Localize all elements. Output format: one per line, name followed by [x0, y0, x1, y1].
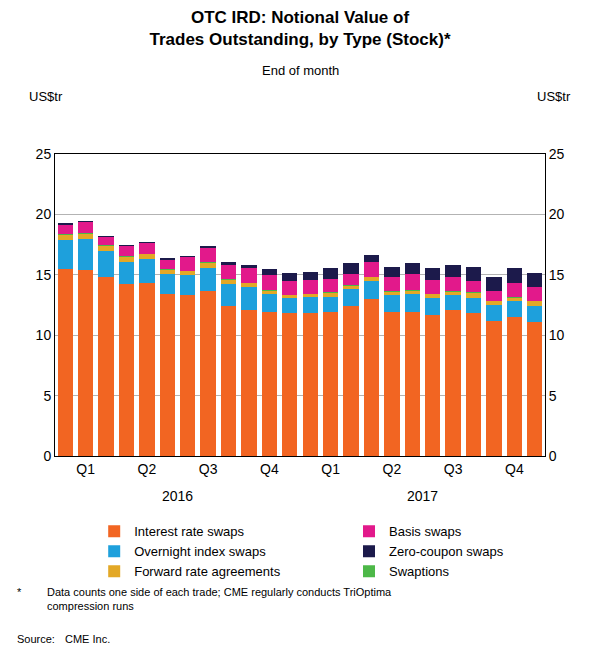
svg-text:15: 15	[36, 267, 52, 283]
svg-text:Q1: Q1	[321, 461, 340, 477]
svg-text:Q1: Q1	[76, 461, 95, 477]
svg-text:CME Inc.: CME Inc.	[65, 633, 110, 645]
svg-text:20: 20	[549, 206, 565, 222]
svg-text:Q3: Q3	[199, 461, 218, 477]
svg-text:Forward rate agreements: Forward rate agreements	[134, 564, 280, 579]
svg-text:Overnight index swaps: Overnight index swaps	[134, 544, 266, 559]
svg-text:2017: 2017	[407, 488, 438, 504]
svg-text:0: 0	[43, 448, 51, 464]
svg-text:Basis swaps: Basis swaps	[389, 524, 462, 539]
svg-text:Source:: Source:	[17, 633, 55, 645]
svg-text:2016: 2016	[162, 488, 193, 504]
svg-text:Zero-coupon swaps: Zero-coupon swaps	[389, 544, 504, 559]
svg-text:Q4: Q4	[505, 461, 524, 477]
svg-text:10: 10	[36, 327, 52, 343]
svg-text:10: 10	[549, 327, 565, 343]
svg-text:*: *	[17, 586, 22, 598]
svg-text:Q2: Q2	[138, 461, 157, 477]
svg-text:US$tr: US$tr	[29, 89, 63, 104]
svg-text:OTC IRD: Notional Value ofTrad: OTC IRD: Notional Value ofTrades Outstan…	[149, 8, 450, 49]
svg-text:Q3: Q3	[444, 461, 463, 477]
svg-text:15: 15	[549, 267, 565, 283]
svg-text:Interest rate swaps: Interest rate swaps	[134, 524, 244, 539]
svg-text:5: 5	[43, 388, 51, 404]
svg-text:Data counts one side of each t: Data counts one side of each trade; CME …	[47, 586, 392, 612]
svg-text:Q2: Q2	[383, 461, 402, 477]
svg-text:End of month: End of month	[262, 63, 339, 78]
svg-text:Q4: Q4	[260, 461, 279, 477]
svg-text:Swaptions: Swaptions	[389, 564, 449, 579]
svg-text:US$tr: US$tr	[537, 89, 571, 104]
svg-text:25: 25	[36, 146, 52, 162]
svg-text:0: 0	[549, 448, 557, 464]
svg-text:20: 20	[36, 206, 52, 222]
svg-text:25: 25	[549, 146, 565, 162]
svg-text:5: 5	[549, 388, 557, 404]
